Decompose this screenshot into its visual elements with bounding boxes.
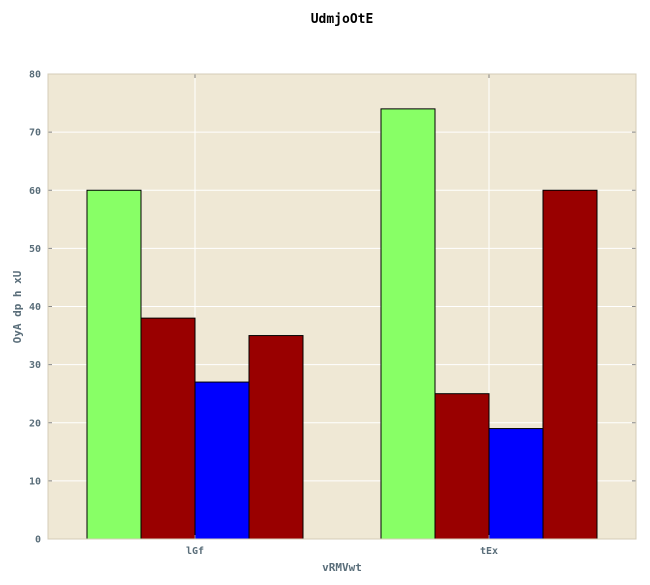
x-axis-label: vRMVwt (322, 561, 362, 574)
y-tick-label: 0 (35, 535, 41, 546)
bar-lGf-series-1 (86, 189, 142, 540)
y-tick-label: 80 (29, 70, 41, 81)
bar-lGf-series-3 (194, 381, 250, 540)
bar-tEx-series-1 (380, 108, 436, 540)
chart-title: UdmjoOtE (311, 12, 374, 27)
bar-lGf-series-2 (140, 317, 196, 540)
bar-lGf-series-4 (248, 335, 304, 540)
y-tick-label: 60 (29, 186, 41, 197)
y-tick-label: 40 (29, 302, 41, 313)
bar-tEx-series-2 (434, 393, 490, 540)
bar-tEx-series-3 (488, 428, 544, 540)
y-tick-label: 50 (29, 244, 41, 255)
plot-border (47, 73, 637, 540)
x-tick-label: lGf (186, 546, 204, 557)
y-tick-label: 20 (29, 418, 41, 429)
bars (86, 108, 598, 540)
bar-tEx-series-4 (542, 189, 598, 540)
tick-labels: 0 10 20 30 40 50 60 70 80 lGf tEx (29, 70, 498, 558)
y-tick-label: 10 (29, 476, 41, 487)
x-tick-label: tEx (480, 546, 498, 557)
y-tick-label: 70 (29, 128, 41, 139)
y-tick-label: 30 (29, 360, 41, 371)
plot-frame (47, 73, 637, 540)
y-axis-label: OyA dp h xU (11, 270, 24, 343)
